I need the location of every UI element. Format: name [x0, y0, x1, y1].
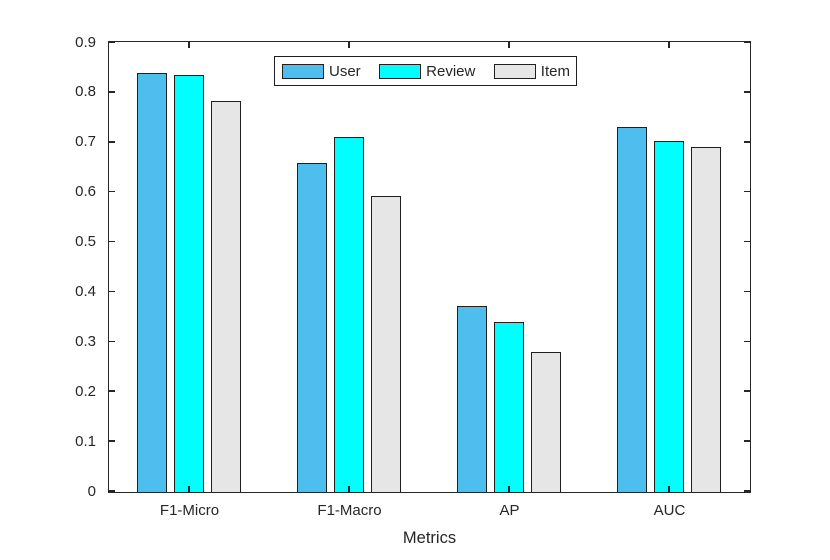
- x-tick-top: [188, 42, 190, 48]
- y-tick-label: 0.1: [75, 432, 96, 450]
- legend-label-item: Item: [540, 62, 570, 80]
- bar-item-ap: [530, 352, 561, 492]
- bar-user-ap: [457, 305, 488, 492]
- x-tick-top: [348, 42, 350, 48]
- bar-review-auc: [654, 141, 684, 492]
- y-tick-left: [109, 290, 115, 293]
- x-tick-top: [668, 42, 670, 48]
- legend-entry-review: Review: [379, 63, 475, 80]
- bar-review-ap: [494, 321, 524, 492]
- bar-user-f1-macro: [297, 163, 328, 492]
- plot-area: [108, 41, 751, 493]
- y-tick-left: [109, 190, 115, 193]
- y-tick-label: 0.2: [75, 382, 96, 400]
- legend-label-review: Review: [426, 62, 476, 80]
- y-tick-right: [744, 390, 750, 392]
- y-tick-label: 0.7: [75, 133, 96, 151]
- y-tick-right: [744, 290, 750, 293]
- y-tick-label: 0.5: [75, 233, 96, 251]
- bar-review-f1-macro: [334, 137, 364, 492]
- y-tick-left: [109, 240, 115, 243]
- x-tick-bottom: [508, 486, 510, 492]
- y-tick-left: [109, 91, 115, 93]
- y-tick-right: [744, 141, 750, 143]
- y-tick-right: [744, 440, 750, 442]
- y-tick-label: 0.8: [75, 83, 96, 101]
- y-tick-left: [109, 141, 115, 143]
- y-tick-label: 0.3: [75, 332, 96, 350]
- bar-user-auc: [617, 127, 648, 492]
- bar-user-f1-micro: [137, 72, 168, 492]
- bar-item-f1-micro: [210, 100, 241, 492]
- x-tick-top: [508, 42, 510, 48]
- y-tick-label: 0: [87, 482, 96, 500]
- x-tick-bottom: [188, 486, 190, 492]
- y-tick-left: [109, 440, 115, 442]
- legend-swatch-review: [379, 63, 422, 79]
- x-tick-label: AP: [499, 502, 520, 519]
- y-tick-right: [744, 490, 750, 492]
- y-tick-label: 0.4: [75, 282, 96, 300]
- y-tick-left: [109, 390, 115, 392]
- legend-swatch-item: [493, 63, 536, 79]
- y-tick-right: [744, 41, 750, 43]
- y-tick-label: 0.9: [75, 33, 96, 51]
- x-axis-label: Metrics: [402, 529, 457, 547]
- y-tick-right: [744, 91, 750, 93]
- legend-swatch-user: [282, 63, 324, 79]
- bar-item-auc: [690, 146, 721, 492]
- x-tick-bottom: [348, 486, 350, 492]
- bar-review-f1-micro: [174, 74, 204, 492]
- y-tick-right: [744, 190, 750, 193]
- x-tick-label: AUC: [653, 502, 686, 519]
- y-tick-right: [744, 240, 750, 243]
- x-tick-label: F1-Micro: [159, 502, 220, 519]
- legend: User Review Item: [274, 56, 577, 86]
- y-tick-right: [744, 340, 750, 343]
- y-tick-left: [109, 41, 115, 43]
- x-tick-label: F1-Macro: [317, 502, 382, 519]
- legend-label-user: User: [329, 62, 361, 80]
- bar-item-f1-macro: [370, 196, 401, 492]
- legend-entry-user: User: [282, 63, 361, 80]
- y-tick-left: [109, 490, 115, 492]
- y-tick-label: 0.6: [75, 183, 96, 201]
- x-tick-bottom: [668, 486, 670, 492]
- y-tick-left: [109, 340, 115, 343]
- legend-entry-item: Item: [493, 62, 570, 80]
